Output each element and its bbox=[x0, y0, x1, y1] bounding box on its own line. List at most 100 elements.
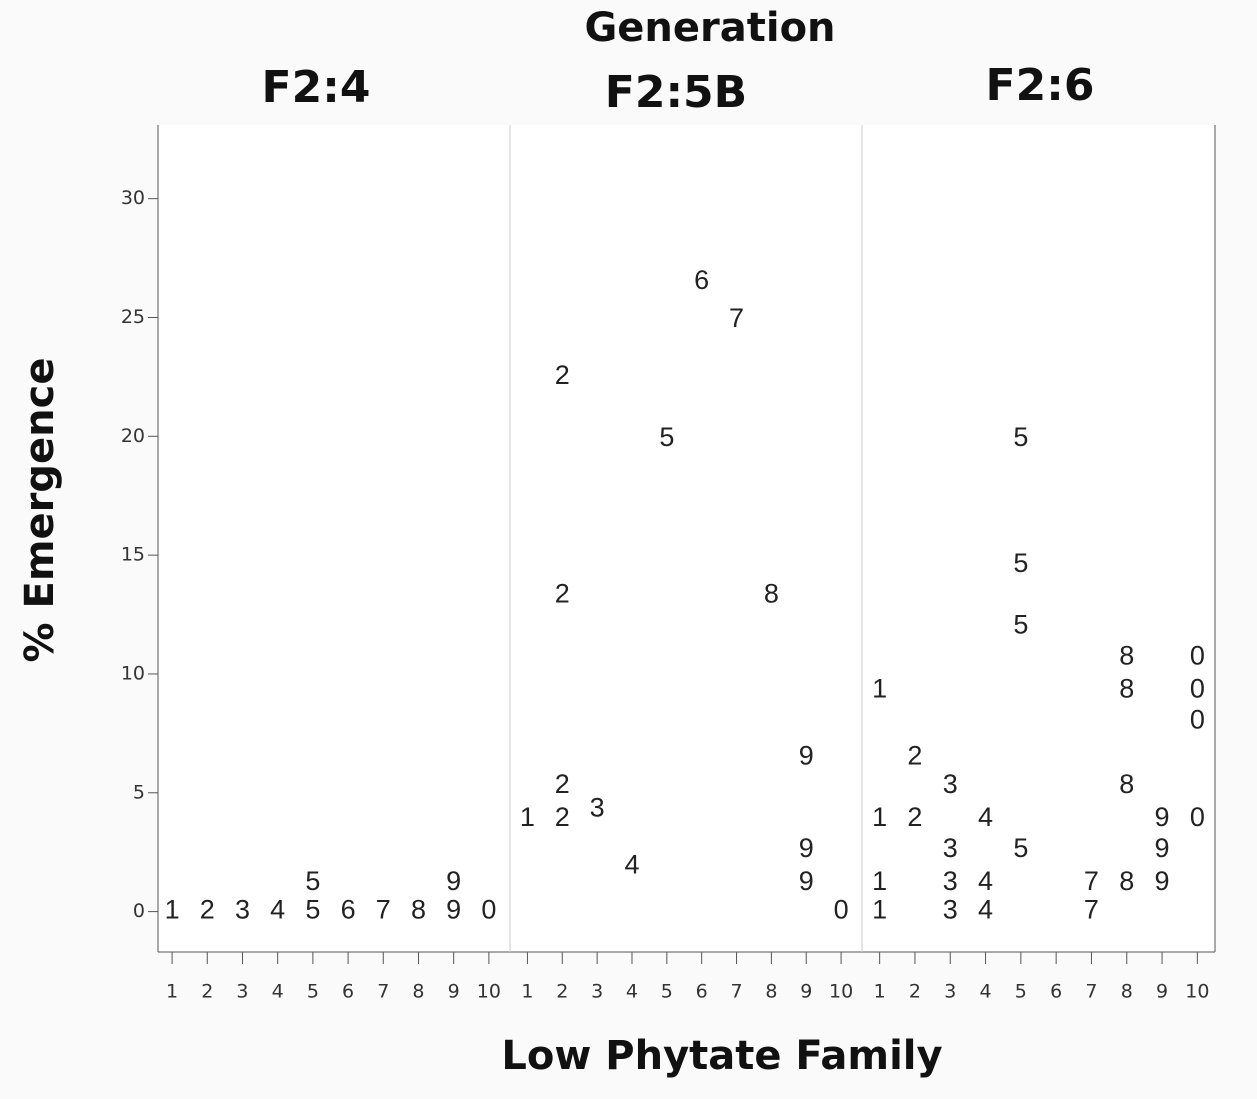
panel-title: F2:4 bbox=[262, 62, 371, 113]
x-tick-label: 6 bbox=[342, 981, 354, 1003]
point-marker: 8 bbox=[764, 579, 779, 609]
x-tick-label: 10 bbox=[829, 981, 853, 1003]
x-tick-label: 1 bbox=[166, 981, 178, 1003]
y-tick-label: 25 bbox=[121, 306, 145, 328]
x-tick-label: 4 bbox=[626, 981, 638, 1003]
point-marker: 7 bbox=[376, 895, 391, 925]
point-marker: 8 bbox=[411, 895, 426, 925]
point-marker: 3 bbox=[943, 866, 958, 896]
point-marker: 9 bbox=[799, 740, 814, 770]
x-tick-label: 9 bbox=[448, 981, 460, 1003]
point-marker: 8 bbox=[1119, 640, 1134, 670]
point-marker: 1 bbox=[872, 674, 887, 704]
x-tick-label: 1 bbox=[874, 981, 886, 1003]
x-tick-label: 3 bbox=[944, 981, 956, 1003]
y-tick-label: 10 bbox=[121, 662, 145, 684]
x-tick-label: 3 bbox=[236, 981, 248, 1003]
point-marker: 2 bbox=[907, 802, 922, 832]
x-axis-label: Low Phytate Family bbox=[501, 1033, 942, 1079]
y-axis-label: % Emergence bbox=[17, 358, 63, 663]
point-marker: 1 bbox=[520, 802, 535, 832]
point-marker: 0 bbox=[1190, 705, 1205, 735]
x-tick-label: 2 bbox=[201, 981, 213, 1003]
point-marker: 8 bbox=[1119, 866, 1134, 896]
y-tick-label: 5 bbox=[133, 781, 145, 803]
point-marker: 0 bbox=[481, 895, 496, 925]
x-tick-label: 10 bbox=[477, 981, 501, 1003]
plot-area bbox=[158, 125, 1215, 952]
x-tick-label: 4 bbox=[980, 981, 992, 1003]
point-marker: 2 bbox=[907, 740, 922, 770]
point-marker: 5 bbox=[1013, 422, 1028, 452]
point-marker: 2 bbox=[555, 802, 570, 832]
x-tick-label: 2 bbox=[556, 981, 568, 1003]
x-tick-label: 4 bbox=[272, 981, 284, 1003]
panel-title: F2:5B bbox=[605, 67, 747, 118]
point-marker: 2 bbox=[555, 769, 570, 799]
x-tick-label: 8 bbox=[412, 981, 424, 1003]
x-tick-label: 9 bbox=[800, 981, 812, 1003]
point-marker: 1 bbox=[872, 866, 887, 896]
point-marker: 4 bbox=[978, 866, 993, 896]
x-tick-label: 2 bbox=[909, 981, 921, 1003]
y-tick-label: 0 bbox=[133, 900, 145, 922]
point-marker: 6 bbox=[341, 895, 356, 925]
figure-title: Generation bbox=[584, 5, 835, 51]
point-marker: 7 bbox=[1084, 895, 1099, 925]
point-marker: 5 bbox=[305, 895, 320, 925]
y-tick-label: 20 bbox=[121, 425, 145, 447]
point-marker: 0 bbox=[834, 895, 849, 925]
y-tick-label: 30 bbox=[121, 187, 145, 209]
point-marker: 9 bbox=[446, 895, 461, 925]
x-tick-label: 6 bbox=[696, 981, 708, 1003]
point-marker: 3 bbox=[590, 793, 605, 823]
point-marker: 0 bbox=[1190, 802, 1205, 832]
point-marker: 5 bbox=[659, 422, 674, 452]
point-marker: 9 bbox=[799, 833, 814, 863]
point-marker: 7 bbox=[1084, 866, 1099, 896]
x-tick-label: 7 bbox=[377, 981, 389, 1003]
point-marker: 2 bbox=[555, 579, 570, 609]
point-marker: 3 bbox=[235, 895, 250, 925]
point-marker: 5 bbox=[1013, 833, 1028, 863]
x-tick-label: 5 bbox=[307, 981, 319, 1003]
point-marker: 7 bbox=[729, 303, 744, 333]
point-marker: 3 bbox=[943, 769, 958, 799]
point-marker: 5 bbox=[305, 866, 320, 896]
point-marker: 4 bbox=[270, 895, 285, 925]
point-marker: 5 bbox=[1013, 548, 1028, 578]
x-tick-label: 9 bbox=[1156, 981, 1168, 1003]
x-tick-label: 7 bbox=[730, 981, 742, 1003]
x-tick-label: 8 bbox=[765, 981, 777, 1003]
x-tick-label: 3 bbox=[591, 981, 603, 1003]
point-marker: 4 bbox=[978, 802, 993, 832]
point-marker: 8 bbox=[1119, 674, 1134, 704]
point-marker: 9 bbox=[1155, 866, 1170, 896]
point-marker: 8 bbox=[1119, 769, 1134, 799]
point-marker: 9 bbox=[799, 866, 814, 896]
point-marker: 1 bbox=[872, 895, 887, 925]
point-marker: 5 bbox=[1013, 610, 1028, 640]
point-marker: 4 bbox=[978, 895, 993, 925]
point-marker: 1 bbox=[165, 895, 180, 925]
point-marker: 3 bbox=[943, 895, 958, 925]
point-marker: 3 bbox=[943, 833, 958, 863]
point-marker: 9 bbox=[446, 866, 461, 896]
point-marker: 4 bbox=[624, 850, 639, 880]
x-tick-label: 1 bbox=[521, 981, 533, 1003]
x-tick-label: 10 bbox=[1185, 981, 1209, 1003]
point-marker: 9 bbox=[1155, 802, 1170, 832]
x-tick-label: 8 bbox=[1121, 981, 1133, 1003]
x-tick-label: 5 bbox=[1015, 981, 1027, 1003]
x-tick-label: 6 bbox=[1050, 981, 1062, 1003]
x-tick-label: 7 bbox=[1085, 981, 1097, 1003]
point-marker: 9 bbox=[1155, 833, 1170, 863]
point-marker: 2 bbox=[200, 895, 215, 925]
panel-title: F2:6 bbox=[986, 60, 1095, 111]
point-marker: 2 bbox=[555, 360, 570, 390]
x-tick-label: 5 bbox=[661, 981, 673, 1003]
y-tick-label: 15 bbox=[121, 544, 145, 566]
point-marker: 6 bbox=[694, 265, 709, 295]
point-marker: 0 bbox=[1190, 674, 1205, 704]
